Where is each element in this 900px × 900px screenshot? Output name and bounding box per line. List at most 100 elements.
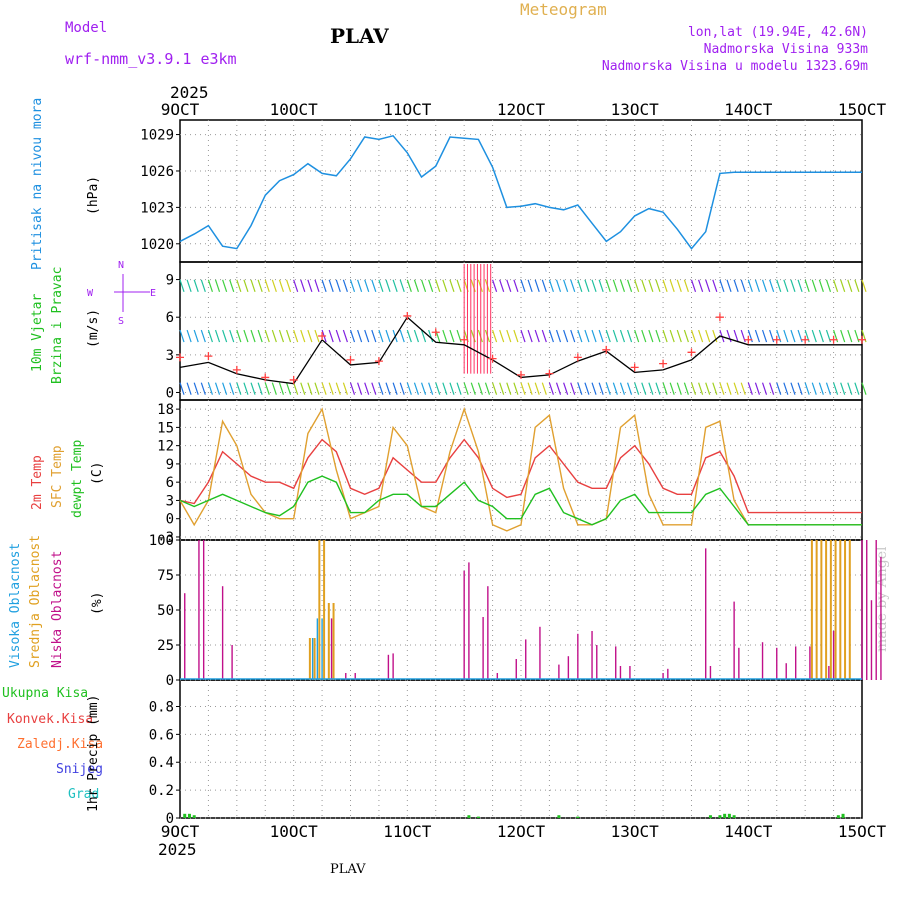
wind-arrow (776, 382, 782, 395)
wind-arrow (357, 279, 363, 293)
y-tick-label: 0 (166, 811, 174, 827)
wind-arrow (264, 279, 270, 293)
wind-arrow (186, 382, 192, 395)
y-tick-label: 18 (157, 402, 174, 418)
wind-arrow (783, 382, 789, 395)
y-tick-label: 75 (157, 568, 174, 584)
compass-w: W (87, 288, 94, 299)
elevation: Nadmorska Visina 933m (703, 42, 868, 57)
wind-arrow (385, 279, 391, 293)
wind-arrow (527, 329, 533, 343)
y-tick-label: 0 (166, 385, 174, 401)
precip-bar (476, 816, 480, 818)
y-tick-label: 1029 (140, 128, 174, 144)
wind-arrow (506, 382, 512, 395)
wind-arrow (818, 382, 824, 395)
y-tick-label: 0 (166, 673, 174, 689)
wind-arrow (200, 329, 206, 343)
wind-arrow (250, 382, 256, 395)
wind-arrow (847, 382, 853, 395)
wind-arrow (513, 382, 519, 395)
wind-arrow (378, 329, 384, 343)
wind-arrow (733, 329, 739, 343)
wind-arrow (463, 382, 469, 395)
wind-arrow (854, 382, 860, 395)
wind-arrow (371, 279, 377, 293)
model-label: Model (65, 20, 108, 36)
wind-arrow (264, 329, 270, 343)
wind-arrow (342, 382, 348, 395)
wind-arrow (278, 382, 285, 395)
wind-arrow (612, 329, 618, 343)
wind-arrow (364, 329, 370, 343)
wind-arrow (236, 382, 242, 395)
wind-arrow (349, 382, 356, 395)
model-elevation: Nadmorska Visina u modelu 1323.69m (601, 59, 868, 74)
wind-arrow (506, 279, 512, 293)
wind-arrow (840, 279, 846, 293)
wind-gust-marker (204, 352, 213, 361)
time-tick-bottom: 12OCT (497, 822, 546, 841)
wind-arrow (548, 382, 554, 395)
wind-arrow (612, 279, 618, 293)
wind-arrow (683, 382, 689, 395)
wind-arrow (385, 329, 391, 343)
wind-arrow (797, 382, 803, 395)
wind-arrow (328, 329, 334, 343)
wind-arrow (683, 329, 689, 343)
wind-arrow (534, 382, 540, 395)
wind-arrow (676, 382, 682, 395)
wind-arrow (612, 382, 618, 395)
precip-bar (836, 815, 840, 818)
wind-arrow (840, 329, 846, 343)
wind-arrow (364, 382, 370, 395)
wind-arrow (293, 329, 299, 343)
coords: lon,lat (19.94E, 42.6N) (687, 25, 868, 40)
wind-arrow (797, 279, 803, 293)
wind-arrow (307, 382, 313, 395)
wind-arrow (193, 329, 199, 343)
wind-arrow (619, 279, 626, 293)
wind-arrow (499, 382, 505, 395)
wind-arrow (847, 279, 853, 293)
wind-gust-marker (232, 365, 241, 374)
wind-arrow (385, 382, 391, 395)
legend-frz-rain: Zaledj.Kisa (17, 737, 104, 752)
wind-arrow (371, 382, 377, 395)
wind-arrow (619, 382, 626, 395)
wind-gust-marker (829, 335, 838, 344)
y-tick-label: 50 (157, 603, 174, 619)
wind-arrow (790, 329, 796, 343)
wind-arrow (179, 329, 185, 343)
wind-arrow (641, 382, 647, 395)
wind-arrow (442, 279, 448, 293)
wind-arrow (761, 382, 768, 395)
wind-arrow (229, 279, 235, 293)
wind-arrow (669, 329, 675, 343)
wind-arrow (676, 329, 682, 343)
wind-arrow (300, 279, 306, 293)
time-tick-bottom: 14OCT (724, 822, 773, 841)
wind-arrow (655, 382, 661, 395)
wind-arrow (328, 279, 334, 293)
temp-line-0 (179, 438, 862, 514)
wind-arrow (321, 279, 327, 293)
legend-conv-rain: Konvek.Kisa (7, 712, 94, 727)
wind-arrow (285, 382, 292, 395)
wind-gust-marker (318, 332, 327, 341)
wind-arrow (229, 329, 235, 343)
wind-arrow (705, 279, 711, 293)
wind-arrow (747, 382, 753, 395)
wind-arrow (285, 279, 292, 293)
wind-arrow (250, 279, 256, 293)
wind-arrow (818, 279, 824, 293)
wind-arrow (243, 279, 249, 293)
wind-arrow (563, 382, 569, 395)
wind-arrow (570, 279, 576, 293)
wind-gust-marker (573, 353, 582, 362)
wind-arrow (555, 279, 562, 293)
wind-arrow (314, 279, 320, 293)
wind-arrow (349, 329, 356, 343)
wind-arrow (833, 382, 839, 395)
wind-arrow (307, 329, 313, 343)
